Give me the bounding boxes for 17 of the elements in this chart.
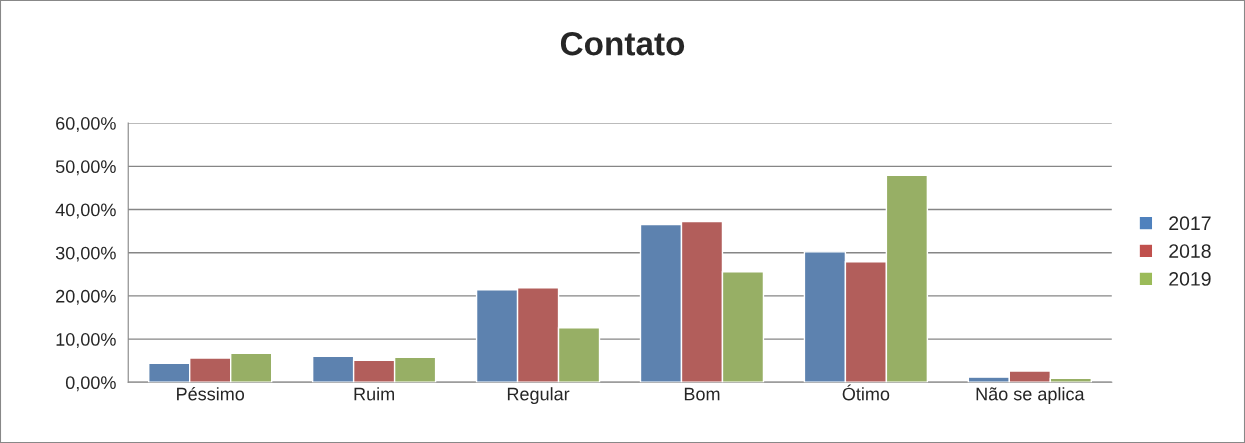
y-tick-label: 10,00% (56, 333, 116, 348)
legend-label: 2019 (1169, 272, 1211, 286)
chart-title: Contato (560, 31, 685, 56)
y-tick-label: 60,00% (56, 117, 116, 133)
legend-label: 2018 (1169, 244, 1211, 258)
x-tick-label: Ótimo (842, 384, 890, 401)
y-tick-label: 30,00% (55, 246, 116, 262)
y-tick-label: 50,00% (55, 160, 116, 176)
x-tick-label: Bom (684, 387, 720, 401)
y-tick-label: 0,00% (65, 376, 116, 392)
y-tick-label: 20,00% (56, 289, 116, 305)
x-tick-label: Não se aplica (976, 387, 1085, 404)
legend-label: 2017 (1169, 216, 1211, 231)
x-tick-label: Péssimo (177, 386, 245, 401)
y-tick-label: 40,00% (55, 203, 116, 219)
x-tick-label: Regular (507, 387, 570, 404)
x-tick-label: Ruim (354, 387, 394, 401)
